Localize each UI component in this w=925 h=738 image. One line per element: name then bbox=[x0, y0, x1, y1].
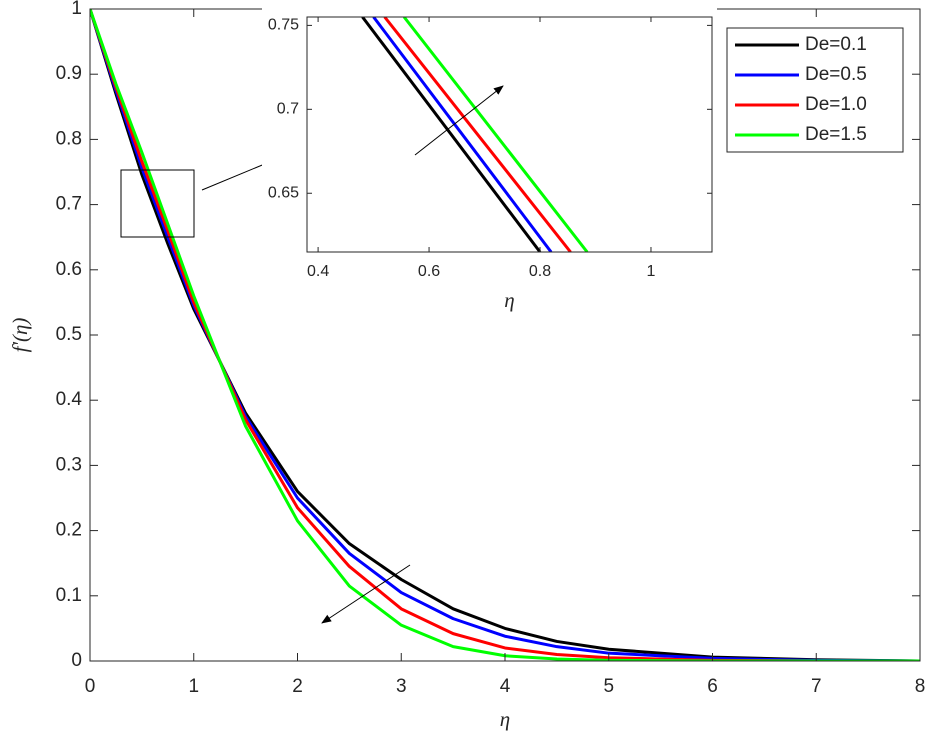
inset-background bbox=[262, 5, 717, 320]
axes-box bbox=[306, 16, 713, 253]
series-line bbox=[90, 9, 920, 661]
y-tick-label: 0 bbox=[71, 650, 82, 671]
y-tick-label: 0.2 bbox=[56, 520, 82, 541]
x-tick-label: 4 bbox=[500, 676, 511, 697]
y-tick-label: 0.1 bbox=[56, 585, 82, 606]
y-tick-label: 0.9 bbox=[56, 63, 82, 84]
x-tick-label: 2 bbox=[292, 676, 303, 697]
y-tick-label: 0.75 bbox=[268, 17, 299, 34]
y-tick-label: 1 bbox=[71, 0, 82, 19]
series-line bbox=[361, 17, 542, 252]
inset-trend-arrow bbox=[414, 85, 504, 156]
x-tick-label: 0.4 bbox=[307, 263, 329, 280]
x-tick-label: 5 bbox=[603, 676, 614, 697]
trend-arrow bbox=[321, 564, 411, 624]
series-line bbox=[372, 17, 553, 252]
legend-label: De=1.5 bbox=[805, 124, 867, 145]
y-tick-label: 0.65 bbox=[268, 184, 299, 201]
y-tick-label: 0.8 bbox=[56, 128, 82, 149]
x-tick-label: 8 bbox=[915, 676, 925, 697]
series-line bbox=[402, 17, 589, 252]
y-tick-label: 0.5 bbox=[56, 324, 82, 345]
x-tick-label: 6 bbox=[707, 676, 718, 697]
series-line bbox=[90, 9, 920, 661]
y-tick-label: 0.7 bbox=[277, 101, 299, 118]
zoom-box bbox=[120, 169, 195, 238]
legend-box bbox=[726, 27, 904, 153]
y-tick-label: 0.7 bbox=[56, 194, 82, 215]
x-tick-label: 1 bbox=[188, 676, 199, 697]
legend: De=0.1 De=0.5 De=1.0 De=1.5 bbox=[726, 27, 904, 153]
y-tick-label: 0.6 bbox=[56, 259, 82, 280]
x-tick-label: 3 bbox=[396, 676, 407, 697]
x-axis-label: η bbox=[500, 707, 510, 731]
inset-plot: 0.4 0.6 0.8 1 0.65 0.7 0.75 η bbox=[262, 5, 717, 320]
legend-label: De=1.0 bbox=[805, 94, 867, 115]
x-tick-label: 0.6 bbox=[418, 263, 440, 280]
x-tick-label: 0.8 bbox=[529, 263, 551, 280]
legend-label: De=0.5 bbox=[805, 64, 867, 85]
legend-label: De=0.1 bbox=[805, 34, 867, 55]
x-tick-label: 1 bbox=[647, 263, 656, 280]
y-axis-label: f'(η) bbox=[8, 318, 32, 353]
series-line bbox=[383, 17, 572, 252]
x-tick-label: 0 bbox=[85, 676, 96, 697]
x-axis-label: η bbox=[504, 288, 514, 312]
x-tick-label: 7 bbox=[811, 676, 822, 697]
y-tick-label: 0.4 bbox=[56, 389, 83, 410]
y-tick-label: 0.3 bbox=[56, 454, 82, 475]
